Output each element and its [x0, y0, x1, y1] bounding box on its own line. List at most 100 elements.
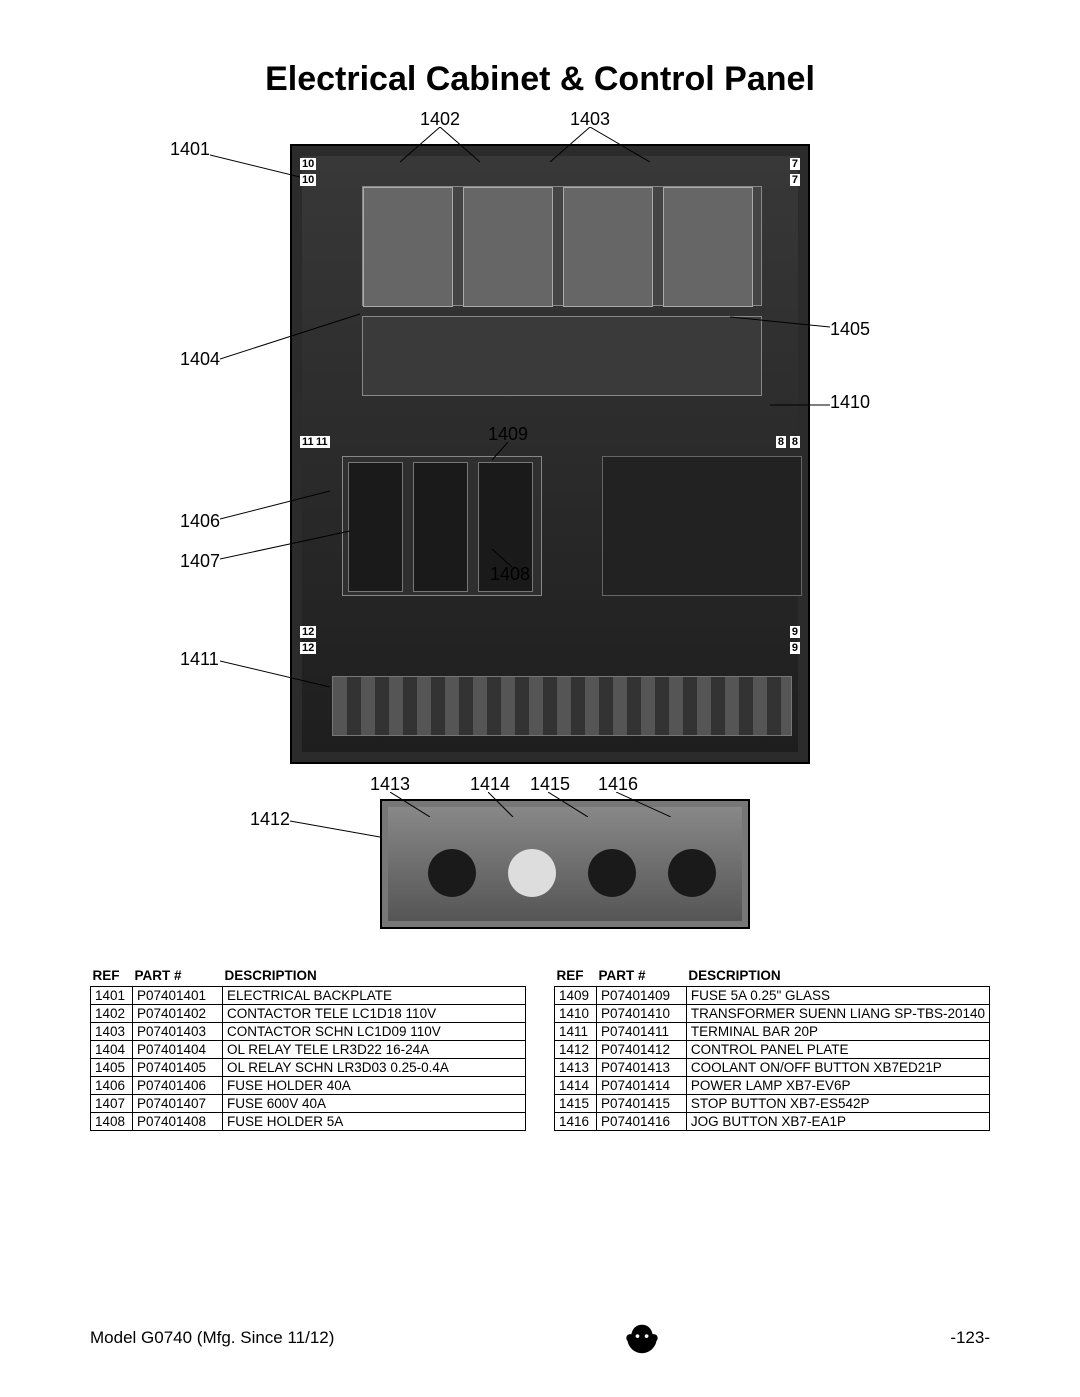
col-ref: REF — [555, 965, 597, 987]
col-part: PART # — [596, 965, 686, 987]
contactor — [463, 187, 553, 307]
leader-line — [730, 309, 830, 334]
panel-label: 10 — [300, 174, 316, 186]
table-row: 1413P07401413COOLANT ON/OFF BUTTON XB7ED… — [555, 1059, 990, 1077]
leader-line — [290, 819, 380, 839]
cell-ref: 1416 — [555, 1113, 597, 1131]
cell-desc: FUSE HOLDER 40A — [223, 1077, 526, 1095]
col-desc: DESCRIPTION — [686, 965, 989, 987]
panel-label: 11 — [314, 436, 330, 448]
cell-ref: 1412 — [555, 1041, 597, 1059]
cell-ref: 1402 — [91, 1005, 133, 1023]
cell-pn: P07401403 — [133, 1023, 223, 1041]
callout-1404: 1404 — [180, 349, 220, 370]
cell-desc: OL RELAY SCHN LR3D03 0.25-0.4A — [223, 1059, 526, 1077]
cell-desc: FUSE 5A 0.25" GLASS — [686, 987, 989, 1005]
footer-model: Model G0740 (Mfg. Since 11/12) — [90, 1328, 334, 1348]
leader-line — [490, 442, 515, 462]
page-title: Electrical Cabinet & Control Panel — [90, 60, 990, 99]
leader-line — [220, 659, 330, 689]
control-panel-inner — [388, 807, 742, 921]
cell-pn: P07401414 — [596, 1077, 686, 1095]
table-row: 1415P07401415STOP BUTTON XB7-ES542P — [555, 1095, 990, 1113]
col-part: PART # — [133, 965, 223, 987]
fuse — [413, 462, 468, 592]
cell-ref: 1407 — [91, 1095, 133, 1113]
table-row: 1403P07401403CONTACTOR SCHN LC1D09 110V — [91, 1023, 526, 1041]
left-tbody: 1401P07401401ELECTRICAL BACKPLATE1402P07… — [91, 987, 526, 1131]
cell-desc: FUSE HOLDER 5A — [223, 1113, 526, 1131]
table-row: 1401P07401401ELECTRICAL BACKPLATE — [91, 987, 526, 1005]
cell-desc: CONTROL PANEL PLATE — [686, 1041, 989, 1059]
right-tbody: 1409P07401409FUSE 5A 0.25" GLASS1410P074… — [555, 987, 990, 1131]
leader-line — [220, 489, 330, 524]
cell-pn: P07401401 — [133, 987, 223, 1005]
diagram-area: 10 10 7 7 11 11 8 8 12 12 9 9 — [90, 109, 990, 959]
table-row: 1411P07401411TERMINAL BAR 20P — [555, 1023, 990, 1041]
leader-line — [390, 127, 490, 162]
cell-desc: STOP BUTTON XB7-ES542P — [686, 1095, 989, 1113]
parts-table-left: REF PART # DESCRIPTION 1401P07401401ELEC… — [90, 965, 526, 1131]
cell-pn: P07401408 — [133, 1113, 223, 1131]
panel-label: 7 — [790, 158, 800, 170]
cell-ref: 1403 — [91, 1023, 133, 1041]
cell-desc: JOG BUTTON XB7-EA1P — [686, 1113, 989, 1131]
cell-ref: 1408 — [91, 1113, 133, 1131]
cell-ref: 1413 — [555, 1059, 597, 1077]
callout-1410: 1410 — [830, 392, 870, 413]
table-row: 1412P07401412CONTROL PANEL PLATE — [555, 1041, 990, 1059]
col-ref: REF — [91, 965, 133, 987]
cell-pn: P07401411 — [596, 1023, 686, 1041]
cell-ref: 1409 — [555, 987, 597, 1005]
relay-row — [362, 316, 762, 396]
callout-1407: 1407 — [180, 551, 220, 572]
cell-pn: P07401409 — [596, 987, 686, 1005]
cell-pn: P07401406 — [133, 1077, 223, 1095]
parts-table-right: REF PART # DESCRIPTION 1409P07401409FUSE… — [554, 965, 990, 1131]
table-row: 1405P07401405OL RELAY SCHN LR3D03 0.25-0… — [91, 1059, 526, 1077]
leader-line — [488, 792, 518, 817]
table-row: 1402P07401402CONTACTOR TELE LC1D18 110V — [91, 1005, 526, 1023]
leader-line — [490, 549, 520, 569]
cell-desc: FUSE 600V 40A — [223, 1095, 526, 1113]
table-row: 1408P07401408FUSE HOLDER 5A — [91, 1113, 526, 1131]
panel-label: 7 — [790, 174, 800, 186]
cell-ref: 1411 — [555, 1023, 597, 1041]
fuse — [348, 462, 403, 592]
leader-line — [616, 792, 671, 817]
cell-desc: CONTACTOR TELE LC1D18 110V — [223, 1005, 526, 1023]
table-row: 1416P07401416JOG BUTTON XB7-EA1P — [555, 1113, 990, 1131]
table-row: 1404P07401404OL RELAY TELE LR3D22 16-24A — [91, 1041, 526, 1059]
page-footer: Model G0740 (Mfg. Since 11/12) -123- — [90, 1289, 990, 1357]
cell-desc: CONTACTOR SCHN LC1D09 110V — [223, 1023, 526, 1041]
leader-line — [390, 792, 430, 817]
leader-line — [540, 127, 660, 162]
callout-1406: 1406 — [180, 511, 220, 532]
panel-label: 12 — [300, 642, 316, 654]
cabinet-photo-inner: 10 10 7 7 11 11 8 8 12 12 9 9 — [302, 156, 798, 752]
callout-1401: 1401 — [170, 139, 210, 160]
cell-ref: 1410 — [555, 1005, 597, 1023]
button-knob — [428, 849, 476, 897]
callout-1405: 1405 — [830, 319, 870, 340]
cell-desc: OL RELAY TELE LR3D22 16-24A — [223, 1041, 526, 1059]
button-knob — [508, 849, 556, 897]
terminal-bar — [332, 676, 792, 736]
table-row: 1414P07401414POWER LAMP XB7-EV6P — [555, 1077, 990, 1095]
button-knob — [588, 849, 636, 897]
leader-line — [220, 529, 350, 564]
panel-label: 9 — [790, 642, 800, 654]
panel-label: 10 — [300, 158, 316, 170]
control-panel-photo — [380, 799, 750, 929]
cell-ref: 1404 — [91, 1041, 133, 1059]
panel-label: 9 — [790, 626, 800, 638]
panel-label: 12 — [300, 626, 316, 638]
leader-line — [548, 792, 588, 817]
panel-label: 8 — [776, 436, 786, 448]
cabinet-photo: 10 10 7 7 11 11 8 8 12 12 9 9 — [290, 144, 810, 764]
cell-ref: 1415 — [555, 1095, 597, 1113]
leader-line — [210, 149, 300, 179]
table-row: 1406P07401406FUSE HOLDER 40A — [91, 1077, 526, 1095]
table-row: 1407P07401407FUSE 600V 40A — [91, 1095, 526, 1113]
cell-ref: 1401 — [91, 987, 133, 1005]
